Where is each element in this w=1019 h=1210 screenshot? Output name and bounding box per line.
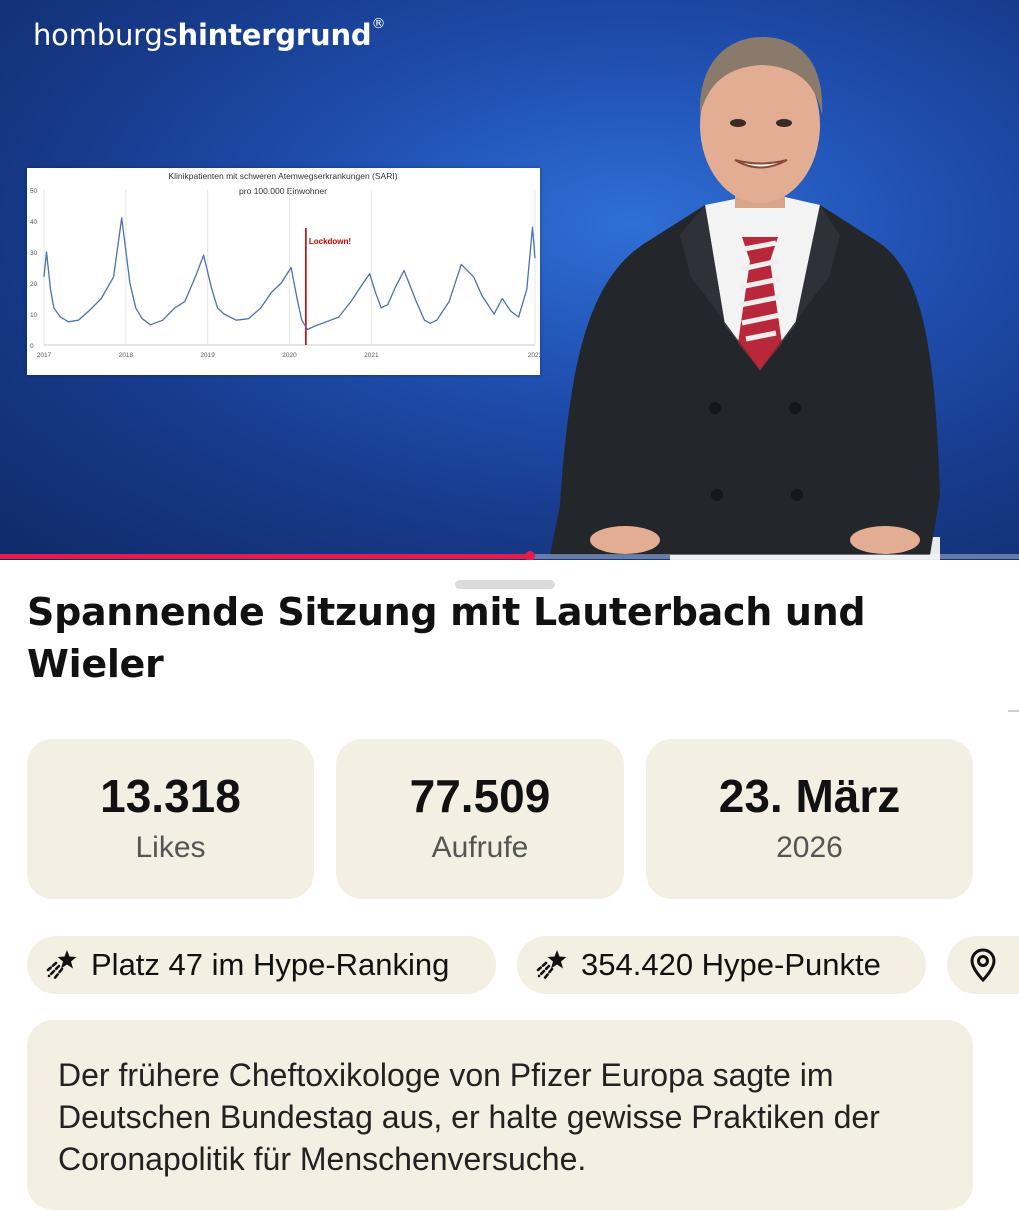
description-card: Der frühere Cheftoxikologe von Pfizer Eu…	[27, 1020, 973, 1210]
chart-y-tick-label: 0	[30, 343, 34, 350]
chart-y-tick-label: 20	[30, 281, 38, 288]
video-player[interactable]: homburgshintergrund® Klinikpatienten mit…	[0, 0, 1019, 560]
date-stat-card: 23. März 2026	[646, 739, 973, 899]
divider	[1008, 710, 1019, 712]
publish-date: 23. März	[718, 770, 901, 822]
shooting-star-icon	[46, 950, 77, 981]
publish-year: 2026	[776, 831, 843, 864]
sari-chart: Klinikpatienten mit schweren Atemwegserk…	[27, 168, 540, 375]
video-progress-bar[interactable]	[0, 551, 1019, 560]
chart-y-tick-label: 50	[30, 188, 38, 195]
shooting-star-icon	[536, 950, 567, 981]
chart-y-tick-label: 10	[30, 312, 38, 319]
channel-logo: homburgshintergrund®	[33, 16, 386, 52]
chart-x-tick-label: 2021	[364, 352, 379, 359]
views-label: Aufrufe	[431, 831, 529, 864]
hype-points-label: 354.420 Hype-Punkte	[581, 947, 881, 982]
location-pin-icon	[970, 948, 996, 983]
chart-subtitle: pro 100.000 Einwohner	[239, 186, 327, 196]
chart-x-tick-label: 2023	[528, 352, 540, 359]
hype-points-chip[interactable]: 354.420 Hype-Punkte	[517, 936, 926, 994]
chart-x-tick-label: 2019	[200, 352, 215, 359]
video-progress-fill	[0, 554, 530, 559]
chart-title: Klinikpatienten mit schweren Atemwegserk…	[168, 171, 397, 181]
views-stat-card: 77.509 Aufrufe	[336, 739, 624, 899]
hype-ranking-label: Platz 47 im Hype-Ranking	[91, 947, 450, 982]
hype-ranking-chip[interactable]: Platz 47 im Hype-Ranking	[27, 936, 496, 994]
post-description: Der frühere Cheftoxikologe von Pfizer Eu…	[58, 1057, 880, 1177]
chart-x-tick-label: 2018	[119, 352, 134, 359]
likes-stat-card: 13.318 Likes	[27, 739, 314, 899]
likes-count: 13.318	[100, 770, 241, 822]
post-title: Spannende Sitzung mit Lauterbach und Wie…	[27, 590, 866, 686]
lockdown-annotation-label: Lockdown!	[309, 237, 351, 246]
video-scrubber-handle[interactable]	[524, 551, 535, 560]
chart-x-tick-label: 2020	[282, 352, 297, 359]
views-count: 77.509	[409, 770, 551, 822]
location-chip[interactable]	[947, 936, 1019, 994]
chart-y-tick-label: 40	[30, 219, 38, 226]
chart-x-tick-label: 2017	[37, 352, 52, 359]
details-sheet: Spannende Sitzung mit Lauterbach und Wie…	[0, 562, 1019, 1210]
chart-series-line	[43, 217, 536, 331]
likes-label: Likes	[135, 831, 206, 864]
presenter-image	[550, 37, 940, 560]
sheet-grab-handle[interactable]	[455, 580, 555, 589]
chart-y-tick-label: 30	[30, 250, 38, 257]
